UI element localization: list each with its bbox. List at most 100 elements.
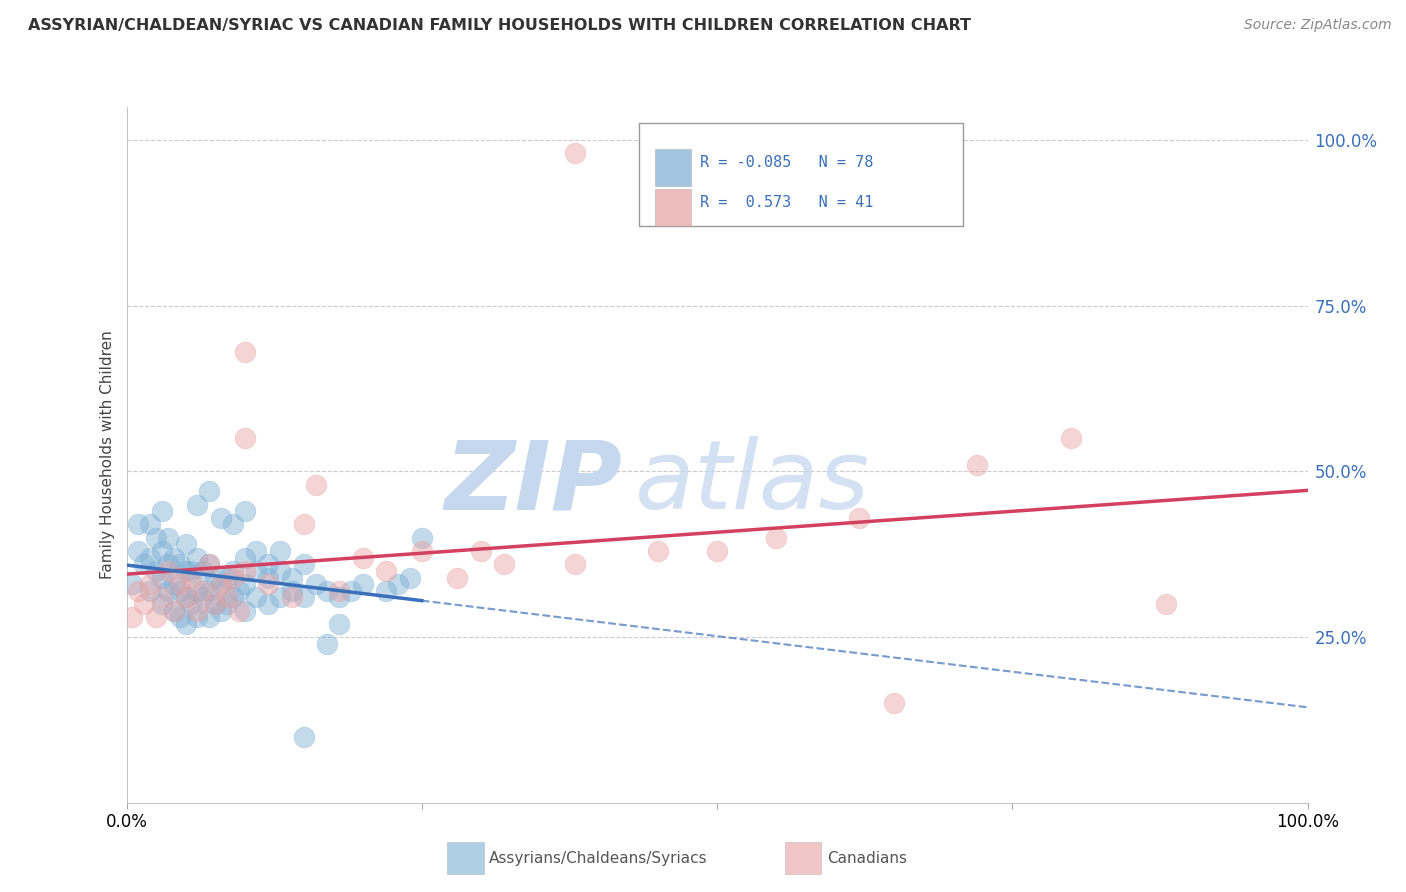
- Text: R =  0.573   N = 41: R = 0.573 N = 41: [700, 195, 873, 211]
- Point: [186, 610, 208, 624]
- Point: [304, 577, 326, 591]
- Point: [163, 550, 186, 565]
- Point: [204, 570, 226, 584]
- Point: [564, 558, 586, 572]
- Point: [139, 583, 162, 598]
- Point: [245, 544, 267, 558]
- Point: [180, 570, 202, 584]
- Point: [134, 597, 156, 611]
- Point: [281, 591, 304, 605]
- Point: [174, 616, 197, 631]
- Point: [257, 558, 280, 572]
- Point: [174, 564, 197, 578]
- Point: [233, 564, 256, 578]
- Text: Assyrians/Chaldeans/Syriacs: Assyrians/Chaldeans/Syriacs: [489, 851, 707, 865]
- Point: [340, 583, 363, 598]
- Text: R = -0.085   N = 78: R = -0.085 N = 78: [700, 155, 873, 170]
- Point: [446, 570, 468, 584]
- Point: [169, 558, 191, 572]
- Point: [411, 544, 433, 558]
- Point: [145, 531, 167, 545]
- Point: [198, 583, 221, 598]
- Point: [127, 583, 149, 598]
- Point: [281, 583, 304, 598]
- Point: [647, 544, 669, 558]
- Point: [411, 531, 433, 545]
- Point: [150, 570, 173, 584]
- Point: [292, 591, 315, 605]
- Point: [186, 498, 208, 512]
- Point: [198, 484, 221, 499]
- Point: [186, 583, 208, 598]
- Point: [257, 577, 280, 591]
- Point: [198, 558, 221, 572]
- Text: Canadians: Canadians: [827, 851, 907, 865]
- Point: [399, 570, 422, 584]
- Point: [215, 597, 238, 611]
- Point: [304, 477, 326, 491]
- Point: [375, 583, 398, 598]
- Point: [180, 564, 202, 578]
- Point: [269, 591, 291, 605]
- Point: [169, 577, 191, 591]
- Point: [233, 431, 256, 445]
- Point: [233, 550, 256, 565]
- Point: [193, 564, 215, 578]
- Point: [156, 564, 179, 578]
- Point: [174, 591, 197, 605]
- Point: [150, 597, 173, 611]
- Point: [228, 583, 250, 598]
- Point: [198, 558, 221, 572]
- Point: [292, 517, 315, 532]
- Point: [233, 577, 256, 591]
- Point: [186, 604, 208, 618]
- Point: [145, 564, 167, 578]
- Point: [163, 604, 186, 618]
- Point: [139, 550, 162, 565]
- Point: [174, 537, 197, 551]
- Point: [150, 544, 173, 558]
- Point: [180, 597, 202, 611]
- Point: [193, 591, 215, 605]
- Point: [150, 504, 173, 518]
- Point: [209, 577, 232, 591]
- Point: [121, 577, 143, 591]
- Point: [222, 564, 245, 578]
- Point: [233, 345, 256, 359]
- Point: [257, 570, 280, 584]
- Point: [156, 583, 179, 598]
- Point: [706, 544, 728, 558]
- Point: [848, 511, 870, 525]
- Point: [269, 544, 291, 558]
- Point: [204, 597, 226, 611]
- Point: [215, 591, 238, 605]
- Point: [883, 697, 905, 711]
- Text: atlas: atlas: [634, 436, 869, 529]
- Point: [281, 570, 304, 584]
- Point: [375, 564, 398, 578]
- Y-axis label: Family Households with Children: Family Households with Children: [100, 331, 115, 579]
- Text: ASSYRIAN/CHALDEAN/SYRIAC VS CANADIAN FAMILY HOUSEHOLDS WITH CHILDREN CORRELATION: ASSYRIAN/CHALDEAN/SYRIAC VS CANADIAN FAM…: [28, 18, 972, 33]
- Point: [174, 591, 197, 605]
- Point: [156, 558, 179, 572]
- Point: [163, 577, 186, 591]
- Point: [145, 610, 167, 624]
- Point: [139, 577, 162, 591]
- Text: ZIP: ZIP: [444, 436, 623, 529]
- Point: [209, 604, 232, 618]
- Point: [209, 511, 232, 525]
- Point: [292, 558, 315, 572]
- Point: [193, 583, 215, 598]
- Point: [245, 591, 267, 605]
- Point: [186, 550, 208, 565]
- Point: [139, 517, 162, 532]
- Point: [564, 146, 586, 161]
- Point: [387, 577, 409, 591]
- Point: [1154, 597, 1177, 611]
- Point: [269, 564, 291, 578]
- Point: [494, 558, 516, 572]
- Point: [233, 504, 256, 518]
- Point: [292, 730, 315, 744]
- Point: [204, 597, 226, 611]
- Point: [222, 591, 245, 605]
